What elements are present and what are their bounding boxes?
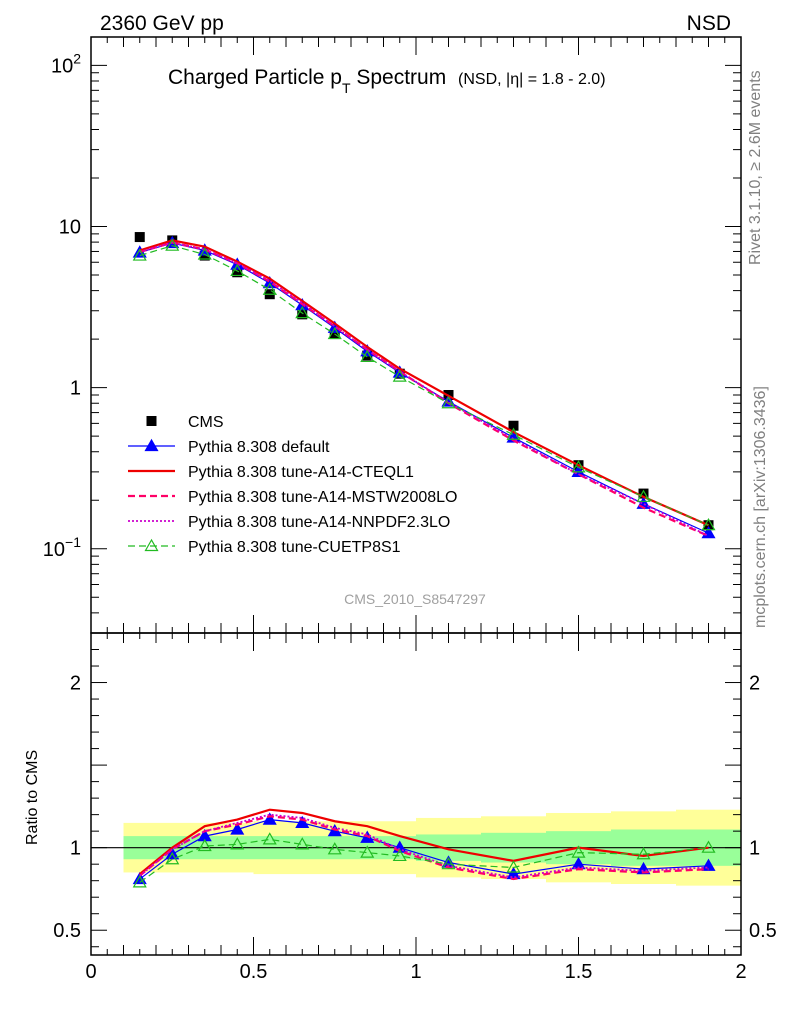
cms-point-12 [638,488,649,499]
ratio-line-1 [139,818,709,880]
ratio-frame [90,632,742,956]
legend-marker-1 [144,438,159,452]
ratio-plot-area [91,808,741,888]
legend-label-0: CMS [188,414,224,431]
legend-label-3: Pythia 8.308 tune-A14-MSTW2008LO [188,489,457,506]
xtick-label-4: 2 [735,961,746,983]
main-ytick-label-0: 102 [51,50,81,77]
ratio-line-3 [139,815,709,881]
series-line-2 [139,239,709,527]
ratio-5-point-13 [701,840,716,853]
chart-title-extra: (NSD, |η| = 1.8 - 2.0) [458,71,605,88]
ratio-1-point-3 [230,822,245,835]
chart-title-main: Charged Particle p [168,66,342,89]
ratio-5-point-5 [295,837,310,850]
series-5-point-1 [165,238,180,251]
series-5-point-7 [360,349,375,363]
ratio-5-point-11 [571,845,586,858]
ratio-ytick-label-left-1: 1 [70,838,81,860]
ratio-ytick-label-left-0: 2 [70,673,81,695]
series-5-point-6 [327,326,342,340]
rivet-label: Rivet 3.1.10, ≥ 2.6M events [747,70,764,265]
ratio-ylabel: Ratio to CMS [24,750,41,845]
ratio-5-point-8 [392,848,407,862]
series-1-point-4 [262,275,277,289]
ratio-5-point-2 [197,838,212,852]
xtick-label-2: 1 [410,961,421,983]
mcplots-label: mcplots.cern.ch [arXiv:1306.3436] [752,386,769,628]
series-5-point-9 [441,396,456,409]
ratio-5-point-3 [230,837,245,850]
ratio-ytick-label-left-2: 0.5 [53,920,81,942]
legend-marker-5 [144,538,159,552]
series-5-point-13 [701,517,716,531]
series-5-point-4 [262,282,277,295]
legend-marker-0 [146,416,157,426]
ratio-5-point-7 [360,845,375,858]
ratio-5-point-1 [165,852,180,865]
main-ytick-label-3: 10−1 [43,534,81,561]
series-5-point-2 [197,247,212,260]
ratio-5-point-12 [636,847,651,860]
header-left: 2360 GeV pp [100,12,224,35]
ratio-5-point-6 [327,842,342,855]
cms-point-0 [134,232,145,243]
main-ytick-label-2: 1 [70,378,81,400]
cms-point-5 [297,309,308,320]
series-5-point-5 [295,305,310,319]
ratio-ytick-label-right-0: 2 [749,673,760,695]
ratio-line-5 [139,838,709,883]
legend-label-1: Pythia 8.308 default [188,439,330,456]
cms-point-10 [508,420,519,431]
main-plot-area [132,232,716,539]
ratio-ytick-label-right-1: 1 [749,838,760,860]
series-5-point-8 [392,369,407,382]
ratio-ytick-label-right-2: 0.5 [749,920,777,942]
series-line-5 [139,245,709,526]
chart-title: Charged Particle pT Spectrum (NSD, |η| =… [168,66,606,96]
chart-title-sub: T [342,80,351,96]
watermark: CMS_2010_S8547297 [344,591,486,607]
ratio-line-4 [139,813,709,879]
series-5-point-3 [230,263,245,277]
main-ytick-label-1: 10 [59,216,81,238]
xtick-label-1: 0.5 [240,961,268,983]
series-line-4 [139,241,709,537]
series-5-point-11 [571,460,586,473]
ratio-5-point-0 [132,875,147,888]
header-right: NSD [687,12,731,35]
series-5-point-12 [636,489,651,502]
chart-title-rest: Spectrum [351,66,447,89]
ratio-line-2 [139,808,709,875]
ratio-1-point-4 [262,812,277,825]
legend: CMS Pythia 8.308 default Pythia 8.308 tune… [128,414,457,556]
ratio-5-point-9 [441,856,456,870]
legend-label-2: Pythia 8.308 tune-A14-CTEQL1 [188,464,414,481]
legend-label-4: Pythia 8.308 tune-A14-NNPDF2.3LO [188,514,450,531]
xtick-label-3: 1.5 [565,961,593,983]
ratio-5-point-4 [262,832,277,845]
ratio-5-point-10 [506,860,521,873]
series-5-point-0 [132,248,147,261]
series-5-point-10 [506,427,521,440]
xtick-label-0: 0 [85,961,96,983]
cms-point-2 [199,250,210,261]
cms-point-3 [232,267,243,278]
ratio-1-point-5 [295,815,310,828]
legend-label-5: Pythia 8.308 tune-CUETP8S1 [188,539,401,556]
